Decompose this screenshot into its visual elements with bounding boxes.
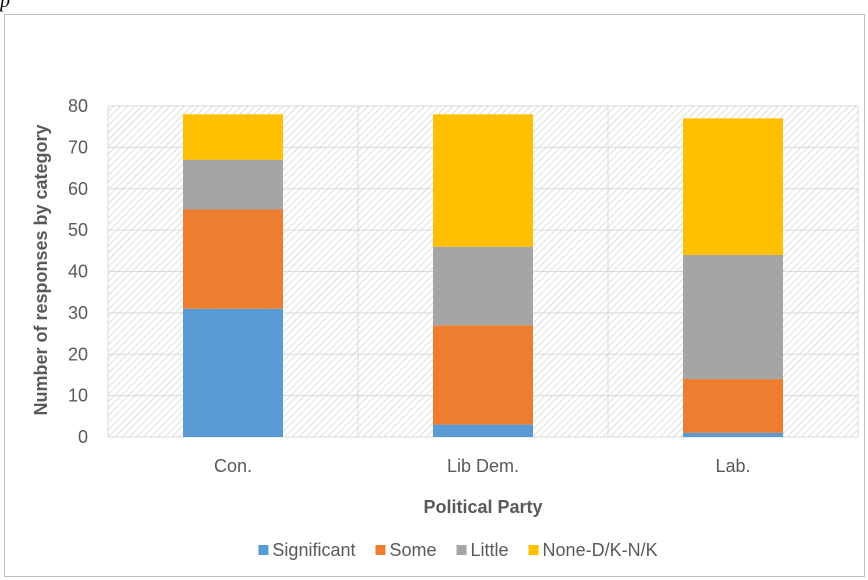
y-tick-label: 50 xyxy=(68,220,88,240)
bar-segment xyxy=(183,114,283,160)
bar-segment xyxy=(683,118,783,255)
x-tick-label: Con. xyxy=(214,456,252,476)
bar-segment xyxy=(433,114,533,247)
legend-label: Little xyxy=(471,540,509,560)
y-tick-label: 30 xyxy=(68,303,88,323)
bar-segment xyxy=(183,159,283,210)
bar-segment xyxy=(183,308,283,437)
bar-segment xyxy=(683,254,783,380)
legend-label: Significant xyxy=(272,540,355,560)
bar-segment xyxy=(183,209,283,309)
bar-segment xyxy=(683,432,783,437)
legend-swatch xyxy=(375,545,386,555)
page-header-fragment: p xyxy=(0,0,10,12)
bar-segment xyxy=(433,325,533,425)
y-tick-label: 10 xyxy=(68,386,88,406)
y-tick-label: 60 xyxy=(68,179,88,199)
bar-segment xyxy=(433,424,533,437)
bar-segment xyxy=(683,379,783,433)
y-tick-label: 0 xyxy=(78,427,88,447)
bar-segment xyxy=(433,246,533,326)
legend-swatch xyxy=(456,545,467,555)
x-axis-title: Political Party xyxy=(423,497,542,517)
x-tick-label: Lab. xyxy=(715,456,750,476)
bars xyxy=(183,114,783,437)
x-axis-ticks: Con. Lib Dem. Lab. xyxy=(214,456,751,476)
y-axis-title: Number of responses by category xyxy=(31,124,51,415)
y-tick-label: 80 xyxy=(68,96,88,116)
x-tick-label: Lib Dem. xyxy=(447,456,519,476)
y-tick-label: 20 xyxy=(68,344,88,364)
legend: Significant Some Little None-D/K-N/K xyxy=(258,540,658,560)
y-tick-label: 40 xyxy=(68,262,88,282)
legend-label: None-D/K-N/K xyxy=(543,540,658,560)
legend-swatch xyxy=(258,545,269,555)
y-tick-label: 70 xyxy=(68,137,88,157)
legend-label: Some xyxy=(389,540,436,560)
legend-swatch xyxy=(528,545,539,555)
y-axis-ticks: 0 10 20 30 40 50 60 70 80 xyxy=(68,96,88,447)
